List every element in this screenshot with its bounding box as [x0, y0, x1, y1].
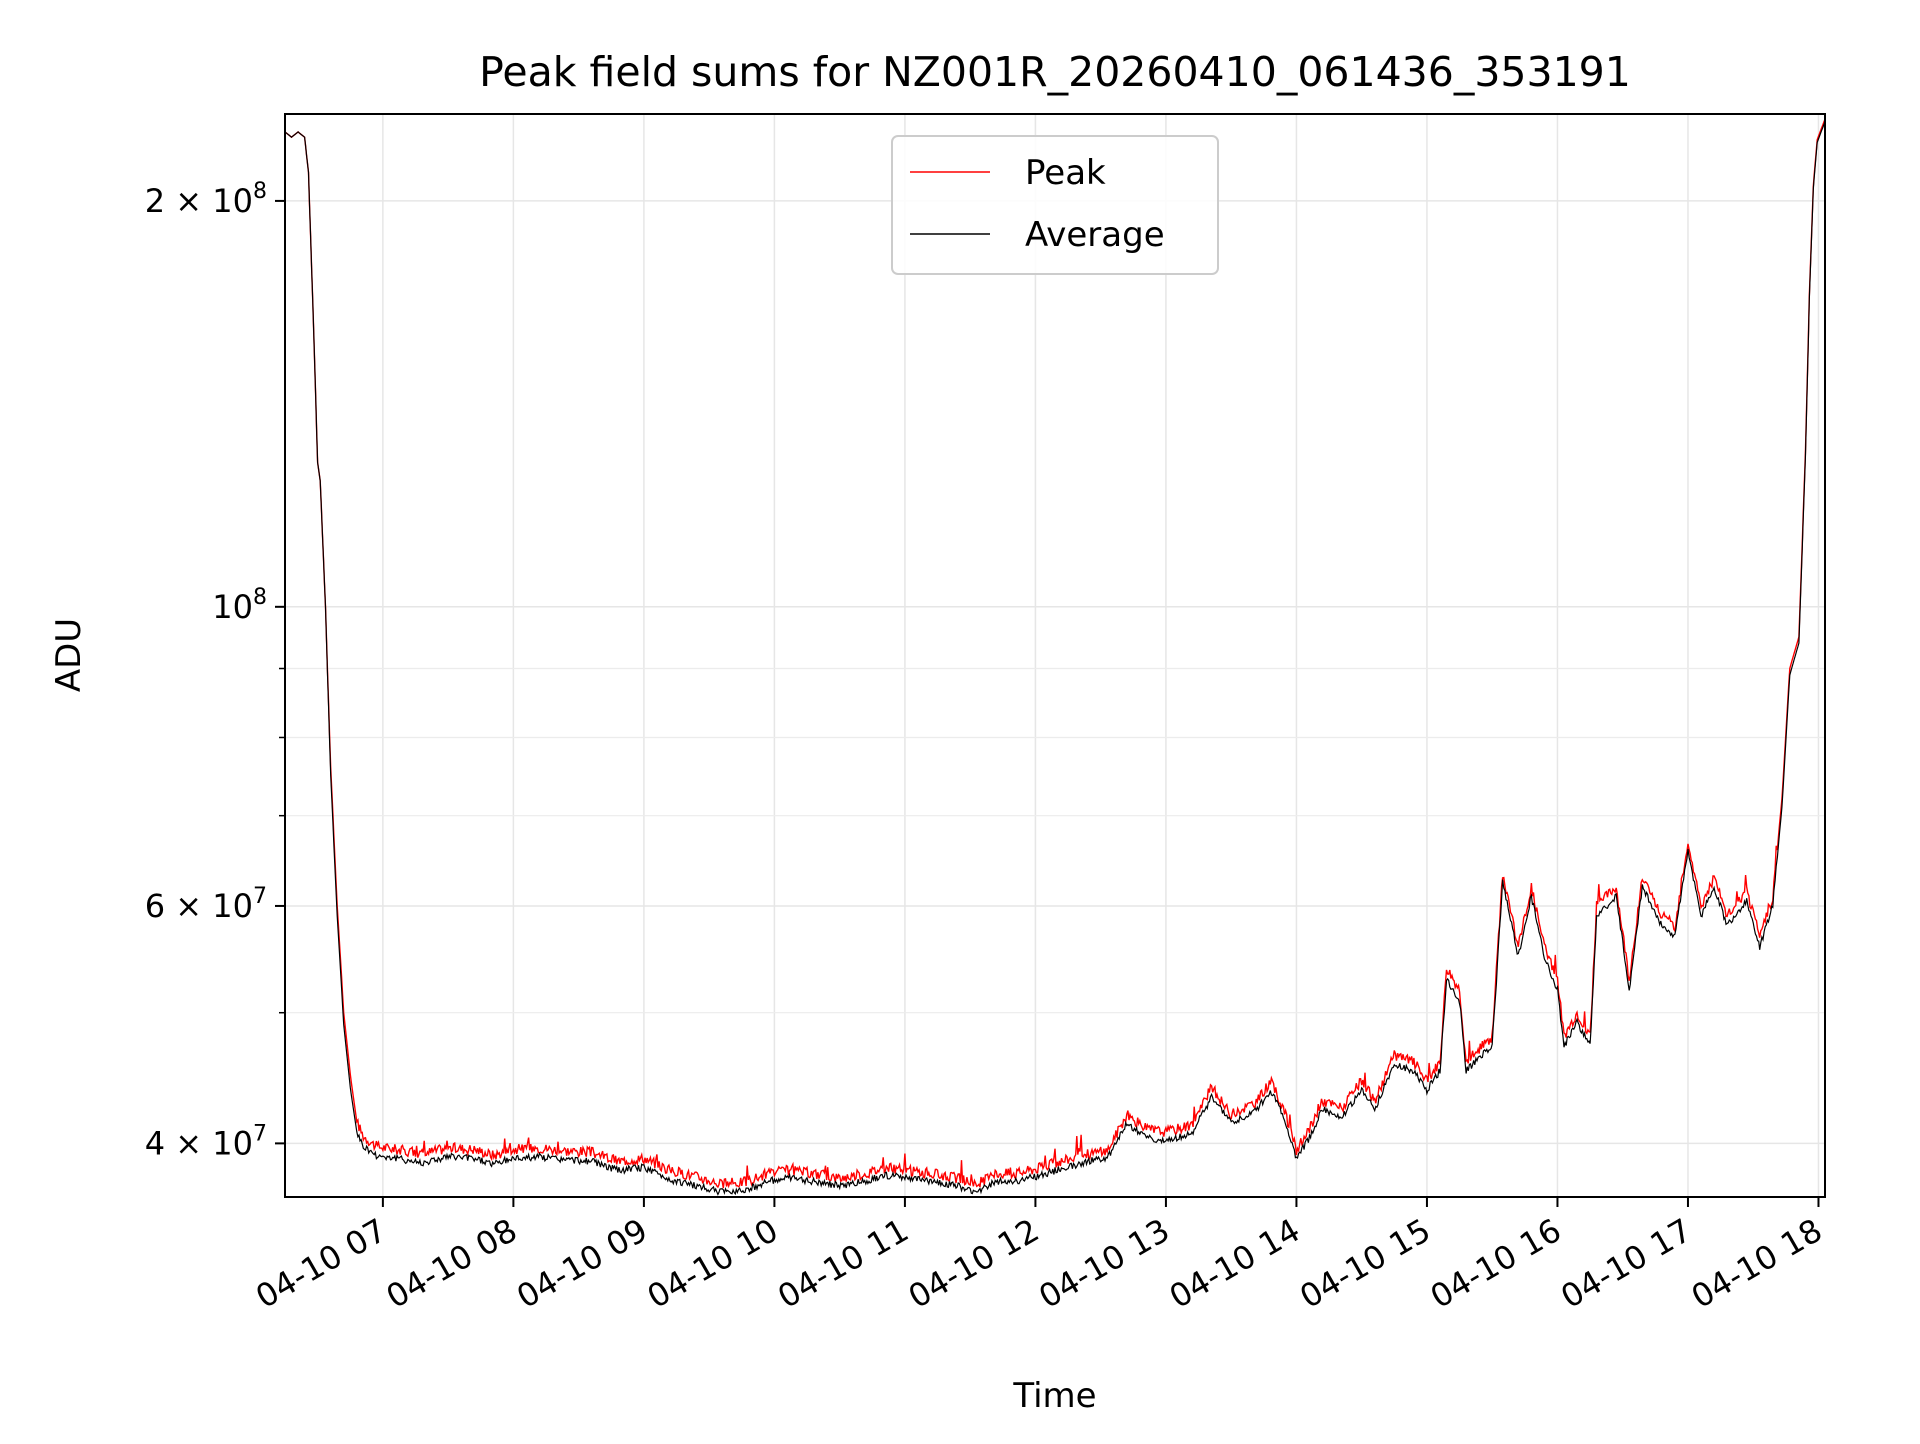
x-tick-label: 04-10 12 [902, 1211, 1046, 1316]
y-axis: 4 × 107 6 × 107 108 2 × 108 [145, 179, 285, 1162]
x-tick-label: 04-10 15 [1293, 1211, 1437, 1316]
y-tick-label: 6 × 107 [145, 884, 267, 925]
x-tick-label: 04-10 11 [771, 1211, 915, 1316]
x-axis-label: Time [1012, 1376, 1096, 1416]
x-tick-label: 04-10 13 [1032, 1211, 1176, 1316]
x-tick-label: 04-10 07 [249, 1211, 393, 1316]
y-tick-label: 4 × 107 [145, 1121, 267, 1162]
x-tick-label: 04-10 10 [641, 1211, 785, 1316]
series-layer [285, 118, 1825, 1196]
plot-frame [284, 113, 1826, 1198]
x-tick-label: 04-10 09 [510, 1211, 654, 1316]
series-line-peak [285, 118, 1825, 1189]
legend-label-peak: Peak [1025, 153, 1106, 193]
legend-box [891, 135, 1219, 275]
x-tick-label: 04-10 16 [1424, 1211, 1568, 1316]
y-axis-label: ADU [49, 618, 89, 692]
x-tick-label: 04-10 17 [1554, 1211, 1698, 1316]
legend: Peak Average [891, 135, 1219, 275]
y-tick-label: 2 × 108 [145, 179, 267, 220]
chart-title: Peak field sums for NZ001R_20260410_0614… [479, 48, 1631, 96]
x-tick-label: 04-10 18 [1685, 1211, 1829, 1316]
grid-layer [285, 114, 1825, 1197]
x-tick-label: 04-10 08 [380, 1211, 524, 1316]
series-line-average [285, 121, 1825, 1196]
x-tick-label: 04-10 14 [1163, 1211, 1307, 1316]
y-tick-label: 108 [212, 585, 267, 626]
legend-label-average: Average [1025, 215, 1165, 255]
